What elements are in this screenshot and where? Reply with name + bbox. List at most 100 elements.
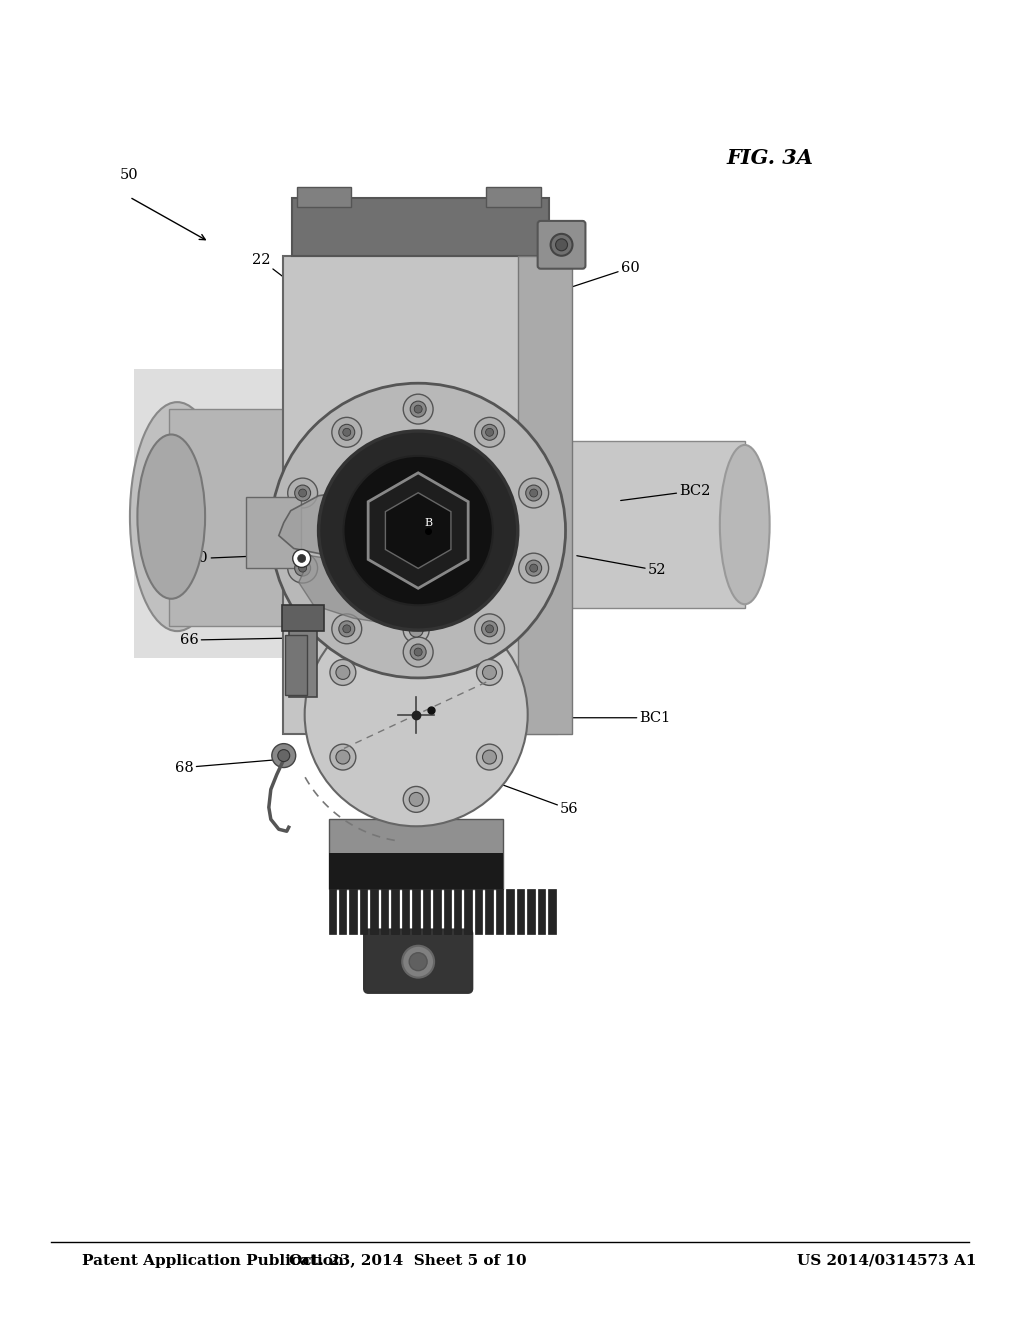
Bar [465,888,472,933]
Circle shape [485,428,494,437]
Circle shape [295,484,310,502]
Circle shape [343,624,351,632]
Circle shape [485,624,494,632]
FancyBboxPatch shape [134,370,318,657]
FancyBboxPatch shape [285,635,306,694]
Circle shape [403,787,429,812]
FancyBboxPatch shape [246,496,301,569]
Circle shape [330,660,355,685]
FancyBboxPatch shape [289,618,316,697]
Circle shape [414,405,422,413]
FancyBboxPatch shape [329,853,503,888]
Bar [413,888,420,933]
Circle shape [288,553,317,583]
Circle shape [403,618,429,643]
Circle shape [519,553,549,583]
Text: Oct. 23, 2014  Sheet 5 of 10: Oct. 23, 2014 Sheet 5 of 10 [290,1254,527,1267]
Bar [359,888,368,933]
Circle shape [336,665,350,680]
Bar [506,888,514,933]
Circle shape [295,560,310,576]
FancyBboxPatch shape [329,820,503,888]
Text: 60: 60 [559,261,640,292]
Circle shape [525,484,542,502]
Circle shape [475,417,505,447]
Circle shape [525,560,542,576]
Bar [527,888,535,933]
Bar [381,888,388,933]
Circle shape [403,638,433,667]
Circle shape [481,424,498,441]
Circle shape [293,549,310,568]
Circle shape [482,750,497,764]
Polygon shape [299,556,449,626]
FancyBboxPatch shape [282,606,324,631]
Polygon shape [369,473,468,589]
Bar [443,888,451,933]
Polygon shape [385,492,451,569]
FancyBboxPatch shape [169,409,324,626]
Bar [433,888,440,933]
FancyBboxPatch shape [538,220,586,269]
Circle shape [271,743,296,767]
Bar [391,888,398,933]
Circle shape [336,750,350,764]
Circle shape [519,478,549,508]
Circle shape [299,488,306,498]
FancyBboxPatch shape [292,198,549,256]
Circle shape [288,478,317,508]
FancyBboxPatch shape [365,929,472,993]
FancyBboxPatch shape [297,187,351,207]
Text: Patent Application Publication: Patent Application Publication [82,1254,344,1267]
Text: 50: 50 [120,168,138,182]
Circle shape [551,234,572,256]
Bar [339,888,346,933]
Circle shape [529,564,538,572]
Bar [423,888,430,933]
Bar [538,888,545,933]
FancyBboxPatch shape [283,256,557,734]
Ellipse shape [720,445,770,605]
Text: BC1: BC1 [569,710,671,725]
Circle shape [305,603,527,826]
Text: 56: 56 [489,780,579,816]
FancyBboxPatch shape [546,441,744,609]
Text: 68: 68 [175,760,278,775]
Bar [371,888,378,933]
Bar [454,888,462,933]
Circle shape [343,428,351,437]
Bar [475,888,482,933]
Bar [548,888,556,933]
Circle shape [481,620,498,636]
Circle shape [339,620,354,636]
Polygon shape [279,488,453,561]
Text: US 2014/0314573 A1: US 2014/0314573 A1 [797,1254,976,1267]
Circle shape [402,945,434,978]
Circle shape [475,614,505,644]
Text: 70: 70 [189,552,269,565]
Text: 66: 66 [180,634,290,647]
Circle shape [299,564,306,572]
Bar [329,888,336,933]
Circle shape [332,417,361,447]
Circle shape [403,395,433,424]
Circle shape [278,750,290,762]
Circle shape [476,744,503,770]
Circle shape [330,744,355,770]
Circle shape [482,665,497,680]
Bar [485,888,493,933]
Text: 22: 22 [252,252,328,310]
Circle shape [411,644,426,660]
Bar [401,888,410,933]
Circle shape [410,623,423,638]
Circle shape [270,383,565,678]
Circle shape [411,401,426,417]
Circle shape [298,554,305,562]
Circle shape [318,432,518,630]
Circle shape [339,424,354,441]
Text: B: B [424,517,432,528]
Circle shape [343,455,493,606]
Circle shape [529,488,538,498]
Ellipse shape [130,403,224,631]
Text: 52: 52 [577,556,667,577]
